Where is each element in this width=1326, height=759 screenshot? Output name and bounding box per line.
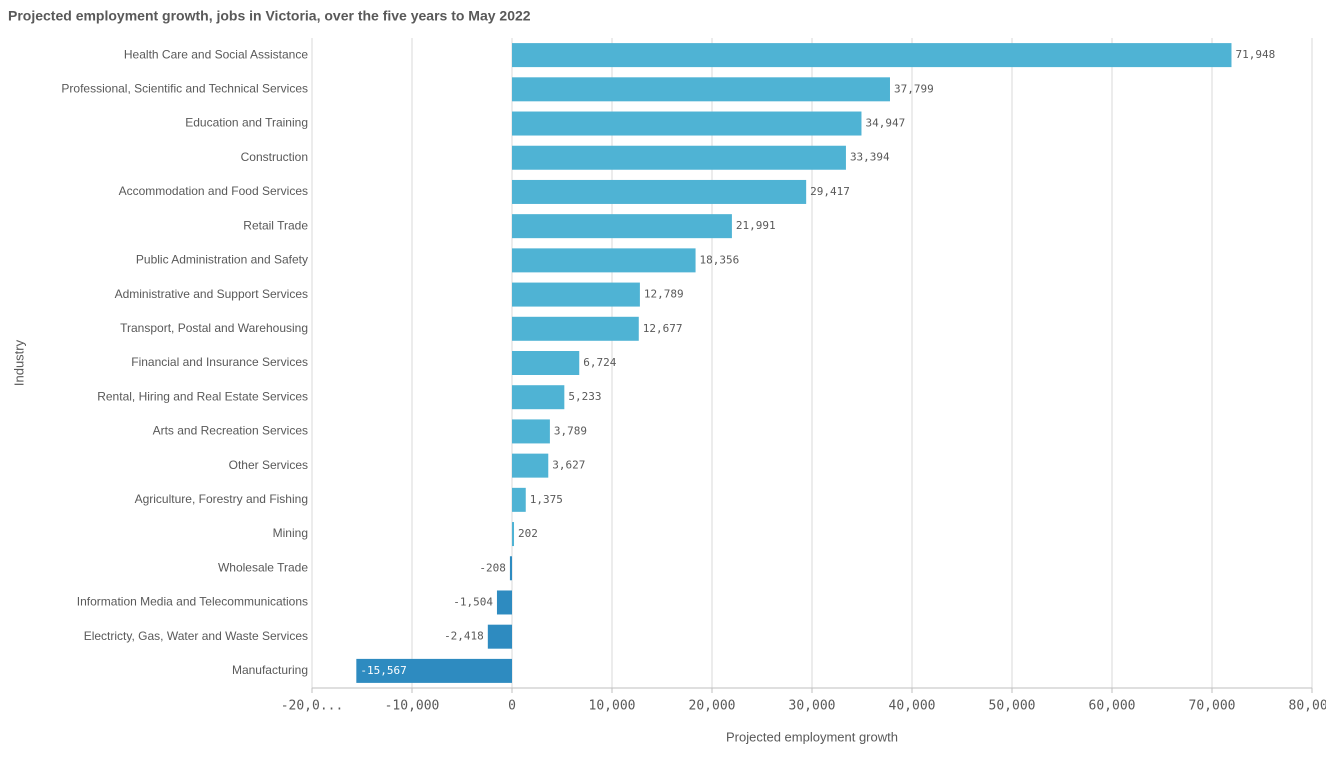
x-tick-label: 40,000 (889, 699, 936, 714)
y-tick-label: Other Services (229, 458, 308, 472)
y-tick-label: Construction (241, 150, 308, 164)
value-label: 6,724 (583, 356, 616, 369)
value-label: 37,799 (894, 82, 934, 95)
y-tick-label: Arts and Recreation Services (153, 424, 308, 438)
x-tick-label: 50,000 (989, 699, 1036, 714)
value-label: 34,947 (865, 117, 905, 130)
x-tick-label: -20,0... (281, 699, 344, 714)
x-tick-label: 70,000 (1189, 699, 1236, 714)
x-tick-label: 80,000 (1289, 699, 1326, 714)
bar (512, 453, 549, 478)
y-tick-label: Agriculture, Forestry and Fishing (135, 492, 308, 506)
value-label: 1,375 (530, 493, 563, 506)
x-tick-label: 0 (508, 699, 516, 714)
bar (512, 145, 846, 170)
bar (512, 282, 640, 307)
x-tick-label: 20,000 (689, 699, 736, 714)
value-label: 3,627 (552, 459, 585, 472)
value-label: -1,504 (453, 595, 493, 608)
value-label: -15,567 (360, 664, 406, 677)
value-label: -2,418 (444, 630, 484, 643)
y-tick-label: Transport, Postal and Warehousing (120, 321, 308, 335)
value-label: 12,789 (644, 288, 684, 301)
bar (512, 385, 565, 410)
bar (512, 522, 515, 547)
value-label: 3,789 (554, 424, 587, 437)
value-label: 29,417 (810, 185, 850, 198)
y-tick-label: Public Administration and Safety (136, 253, 308, 267)
y-tick-label: Electricty, Gas, Water and Waste Service… (84, 629, 308, 643)
bar (512, 248, 696, 273)
bar (512, 43, 1232, 68)
x-axis-title: Projected employment growth (726, 729, 898, 744)
x-tick-label: 60,000 (1089, 699, 1136, 714)
bar (512, 77, 890, 102)
bar (512, 316, 639, 341)
y-tick-label: Administrative and Support Services (115, 287, 308, 301)
x-tick-label: 30,000 (789, 699, 836, 714)
bar (512, 214, 732, 239)
bar (509, 556, 512, 581)
y-tick-label: Accommodation and Food Services (119, 184, 308, 198)
y-tick-label: Rental, Hiring and Real Estate Services (97, 389, 308, 403)
y-tick-label: Financial and Insurance Services (131, 355, 308, 369)
y-tick-label: Professional, Scientific and Technical S… (61, 81, 308, 95)
value-label: 202 (518, 527, 538, 540)
value-label: 5,233 (568, 390, 601, 403)
y-axis-title: Industry (11, 339, 26, 386)
value-label: 18,356 (700, 253, 740, 266)
y-tick-label: Manufacturing (232, 663, 308, 677)
bar (512, 179, 807, 204)
bar (512, 111, 862, 136)
bar (512, 419, 550, 444)
value-label: 21,991 (736, 219, 776, 232)
value-label: -208 (479, 561, 506, 574)
y-tick-label: Retail Trade (243, 218, 308, 232)
chart-title: Projected employment growth, jobs in Vic… (8, 8, 531, 24)
y-tick-label: Health Care and Social Assistance (124, 47, 308, 61)
value-label: 12,677 (643, 322, 683, 335)
bar (356, 658, 512, 683)
y-tick-label: Education and Training (185, 116, 308, 130)
y-tick-label: Information Media and Telecommunications (77, 595, 308, 609)
x-tick-label: 10,000 (589, 699, 636, 714)
y-tick-label: Wholesale Trade (218, 560, 308, 574)
bar (512, 487, 526, 512)
bar (496, 590, 512, 615)
bar (512, 351, 580, 375)
x-tick-label: -10,000 (385, 699, 440, 714)
value-label: 33,394 (850, 151, 890, 164)
bar (487, 624, 512, 649)
y-tick-label: Mining (273, 526, 308, 540)
value-label: 71,948 (1235, 48, 1275, 61)
